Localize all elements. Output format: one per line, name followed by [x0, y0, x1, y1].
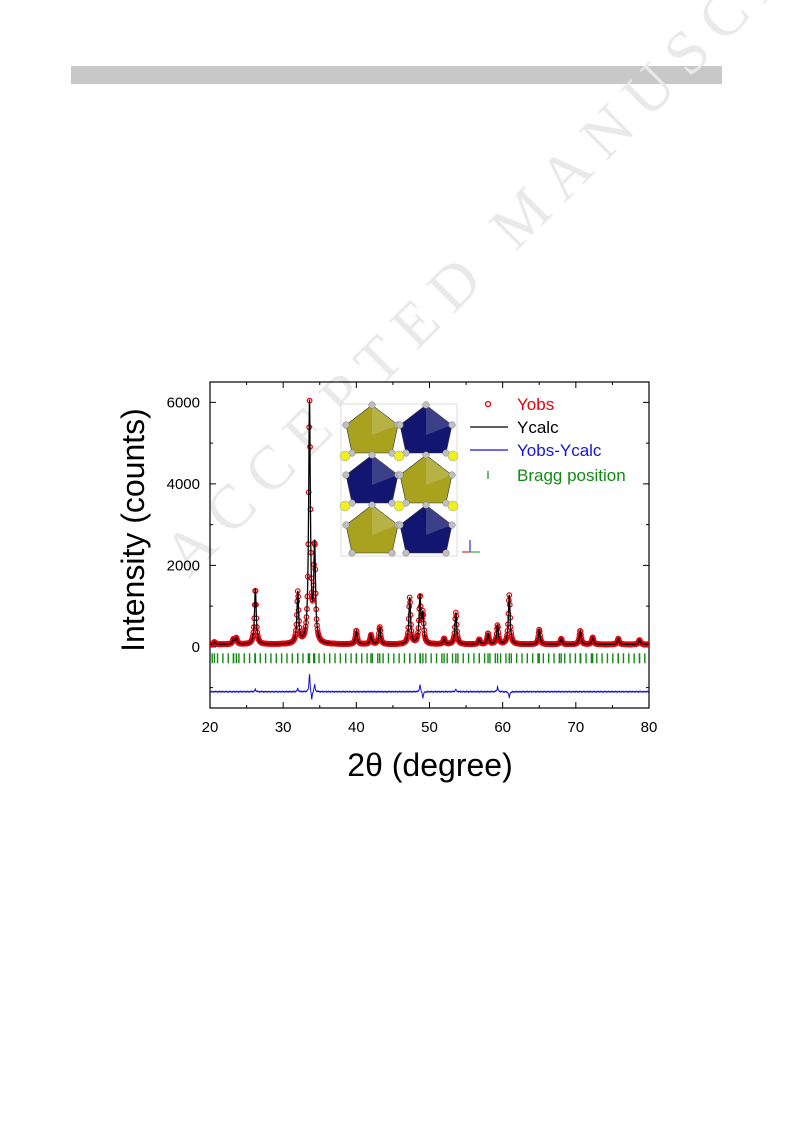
- x-tick-label: 60: [494, 719, 511, 736]
- bragg-positions: [211, 653, 646, 664]
- anion-atom: [448, 521, 456, 529]
- anion-atom: [422, 451, 430, 459]
- y-tick-label: 6000: [167, 394, 200, 411]
- y-tick-label: 2000: [167, 557, 200, 574]
- anion-atom: [388, 549, 396, 557]
- octahedron-face: [426, 405, 452, 435]
- cation-atom: [339, 500, 351, 512]
- anion-atom: [396, 421, 404, 429]
- x-tick-label: 70: [567, 719, 584, 736]
- anion-atom: [396, 521, 404, 529]
- octahedron-face: [372, 405, 398, 435]
- x-tick-label: 80: [641, 719, 658, 736]
- legend-label: Ycalc: [517, 418, 559, 437]
- octahedron: [345, 504, 399, 554]
- octahedron-face: [426, 505, 452, 535]
- octahedron-face: [372, 505, 398, 535]
- anion-atom: [342, 421, 350, 429]
- anion-atom: [448, 421, 456, 429]
- x-tick-label: 30: [275, 719, 292, 736]
- y-axis-title: Intensity (counts): [115, 408, 151, 652]
- cation-atom: [447, 450, 459, 462]
- octahedron: [399, 504, 453, 554]
- axis-ticks: 20 30 40 50 60 70 80 0 2000 4000 6000: [167, 382, 658, 736]
- legend-marker-yobs: [484, 400, 492, 408]
- legend: Yobs Ycalc Yobs-Ycalc Bragg position: [470, 395, 626, 485]
- legend-label: Yobs: [517, 395, 554, 414]
- cation-atom: [339, 450, 351, 462]
- anion-atom: [442, 549, 450, 557]
- anion-atom: [402, 549, 410, 557]
- anion-atom: [368, 501, 376, 509]
- anion-atom: [422, 501, 430, 509]
- cation-atom: [393, 450, 405, 462]
- cation-atom: [447, 500, 459, 512]
- difference-line: [210, 674, 649, 700]
- x-tick-label: 20: [202, 719, 219, 736]
- x-tick-label: 40: [348, 719, 365, 736]
- anion-atom: [448, 471, 456, 479]
- x-axis-title: 2θ (degree): [347, 747, 512, 783]
- anion-atom: [368, 451, 376, 459]
- cation-atom: [393, 500, 405, 512]
- legend-label: Bragg position: [517, 466, 626, 485]
- anion-atom: [422, 401, 430, 409]
- anion-atom: [368, 401, 376, 409]
- anion-atom: [348, 549, 356, 557]
- data-series-group: [210, 397, 649, 700]
- anion-atom: [342, 471, 350, 479]
- data-layer: [210, 397, 649, 700]
- anion-atom: [342, 521, 350, 529]
- x-tick-label: 50: [421, 719, 438, 736]
- header-bar: [71, 66, 722, 84]
- octahedron-face: [372, 455, 398, 485]
- octahedron-face: [426, 455, 452, 485]
- crystal-structure-inset: [339, 401, 480, 557]
- ycalc-line: [210, 399, 649, 645]
- legend-label: Yobs-Ycalc: [517, 441, 602, 460]
- y-tick-label: 4000: [167, 476, 200, 493]
- anion-atom: [396, 471, 404, 479]
- y-tick-label: 0: [192, 639, 200, 656]
